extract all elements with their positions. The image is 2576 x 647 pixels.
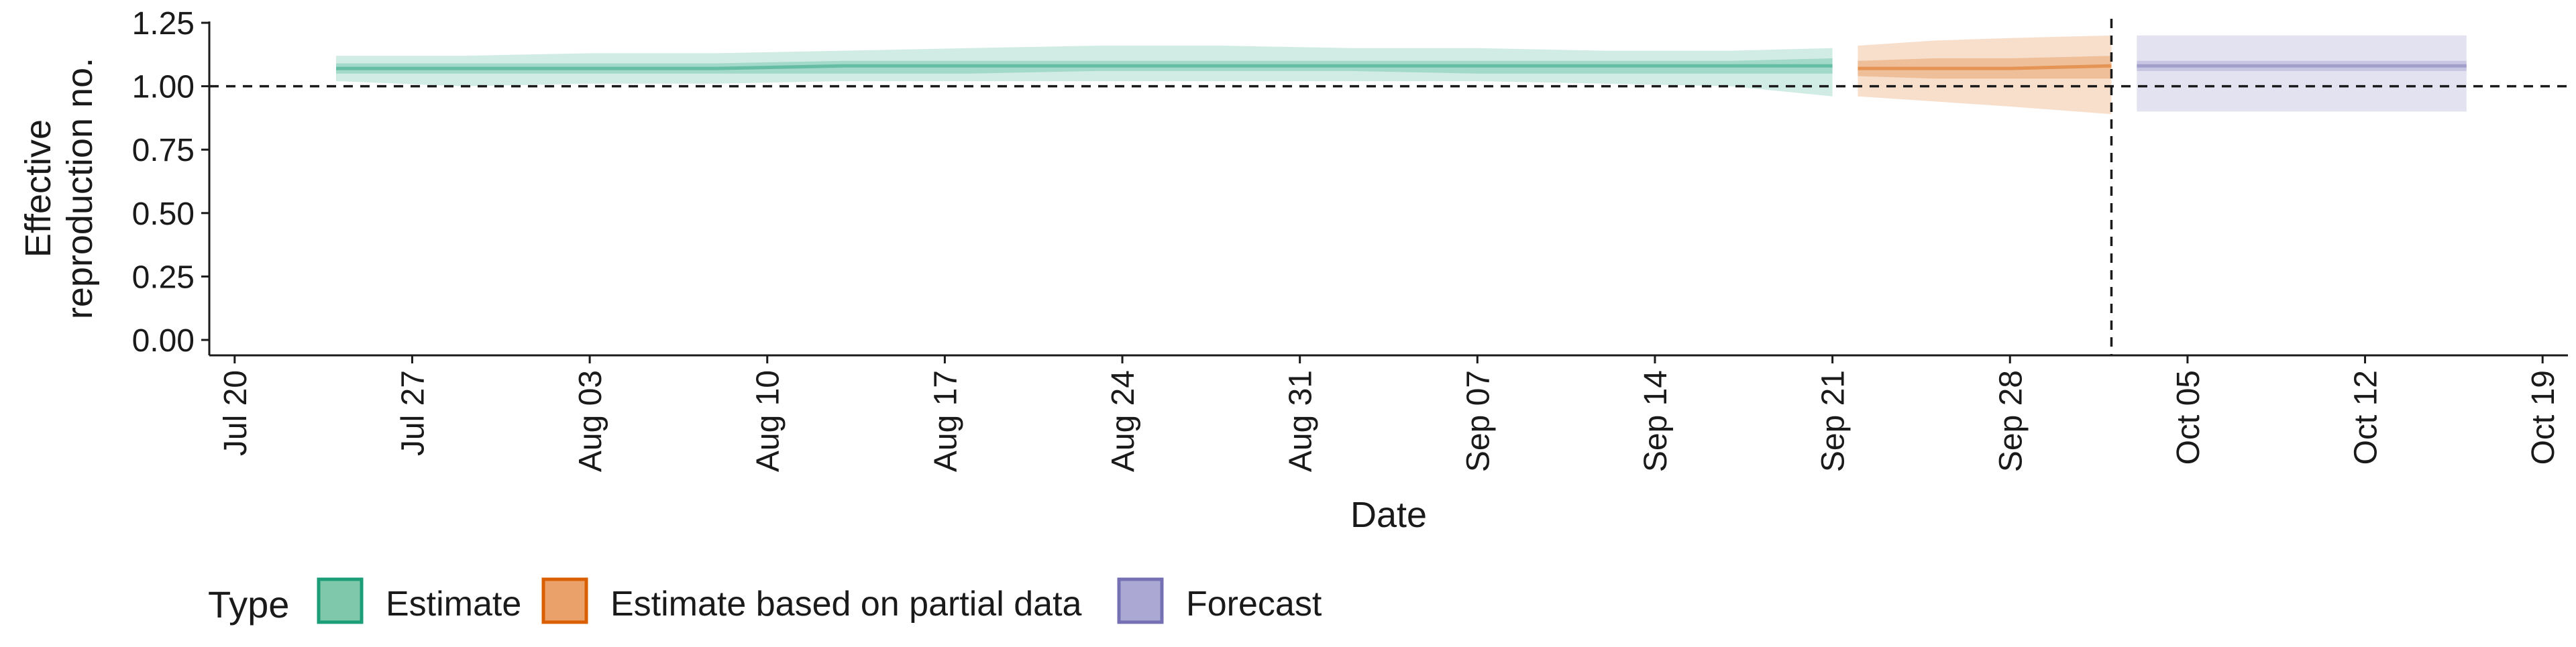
legend-key-0 [317,577,364,624]
y-axis-title-line-2: reproduction no. [60,58,100,319]
legend: Type Estimate Estimate based on partial d… [208,577,1322,626]
x-tick-label: Aug 31 [1283,370,1319,472]
series-2-band-50 [2137,60,2467,71]
series-1 [1858,35,2112,115]
series-2-band-90 [2137,35,2467,112]
x-tick-label: Sep 21 [1816,370,1851,472]
x-tick-label: Oct 12 [2349,370,2384,465]
legend-item-2: Forecast [1117,577,1322,624]
x-tick-label: Aug 17 [928,370,963,472]
x-tick-label: Sep 07 [1460,370,1496,472]
y-tick-label: 1.00 [132,70,195,105]
axes [208,21,2568,357]
series-0-band-50 [336,58,1833,74]
y-tick-label: 0.75 [132,133,195,168]
x-tick-label: Aug 10 [751,370,786,472]
series-1-band-90 [1858,35,2112,115]
reference-lines [209,19,2568,355]
series-2 [2137,35,2467,112]
series-0-band-90 [336,46,1833,97]
uncertainty-bands [336,35,2467,115]
x-tick-label: Sep 14 [1638,370,1674,472]
legend-items: Estimate Estimate based on partial data Fo… [317,577,1322,624]
y-tick-label: 0.25 [132,259,195,295]
x-tick-label: Jul 27 [396,370,431,456]
legend-label-1: Estimate based on partial data [610,585,1082,624]
legend-key-1 [541,577,588,624]
x-axis-title: Date [1350,495,1427,535]
series-1-band-50 [1858,56,2112,79]
y-tick-label: 1.25 [132,6,195,42]
x-tick-label: Aug 24 [1106,370,1141,472]
x-tick-label: Oct 19 [2526,370,2561,465]
legend-key-2 [1117,577,1164,624]
x-ticks: Jul 20 Jul 27 Aug 03 Aug 10 Aug 17 Aug 24 Aug … [218,355,2561,472]
x-tick-label: Sep 28 [1993,370,2029,472]
y-tick-label: 0.00 [132,323,195,359]
y-axis-title: Effective reproduction no. [18,58,100,319]
legend-title: Type [208,583,289,626]
y-axis-title-line-1: Effective [18,119,58,257]
series-1-median-line [1858,64,2112,70]
series-0-median-line [336,64,1833,70]
y-tick-label: 0.50 [132,196,195,232]
y-ticks: 0.00 0.25 0.50 0.75 1.00 1.25 [132,6,209,359]
legend-label-2: Forecast [1186,585,1322,624]
legend-item-0: Estimate [317,577,521,624]
x-tick-label: Jul 20 [218,370,254,456]
legend-item-1: Estimate based on partial data [541,577,1082,624]
x-tick-label: Oct 05 [2171,370,2206,465]
series-0 [336,46,1833,97]
x-tick-label: Aug 03 [573,370,608,472]
legend-label-0: Estimate [386,585,521,624]
